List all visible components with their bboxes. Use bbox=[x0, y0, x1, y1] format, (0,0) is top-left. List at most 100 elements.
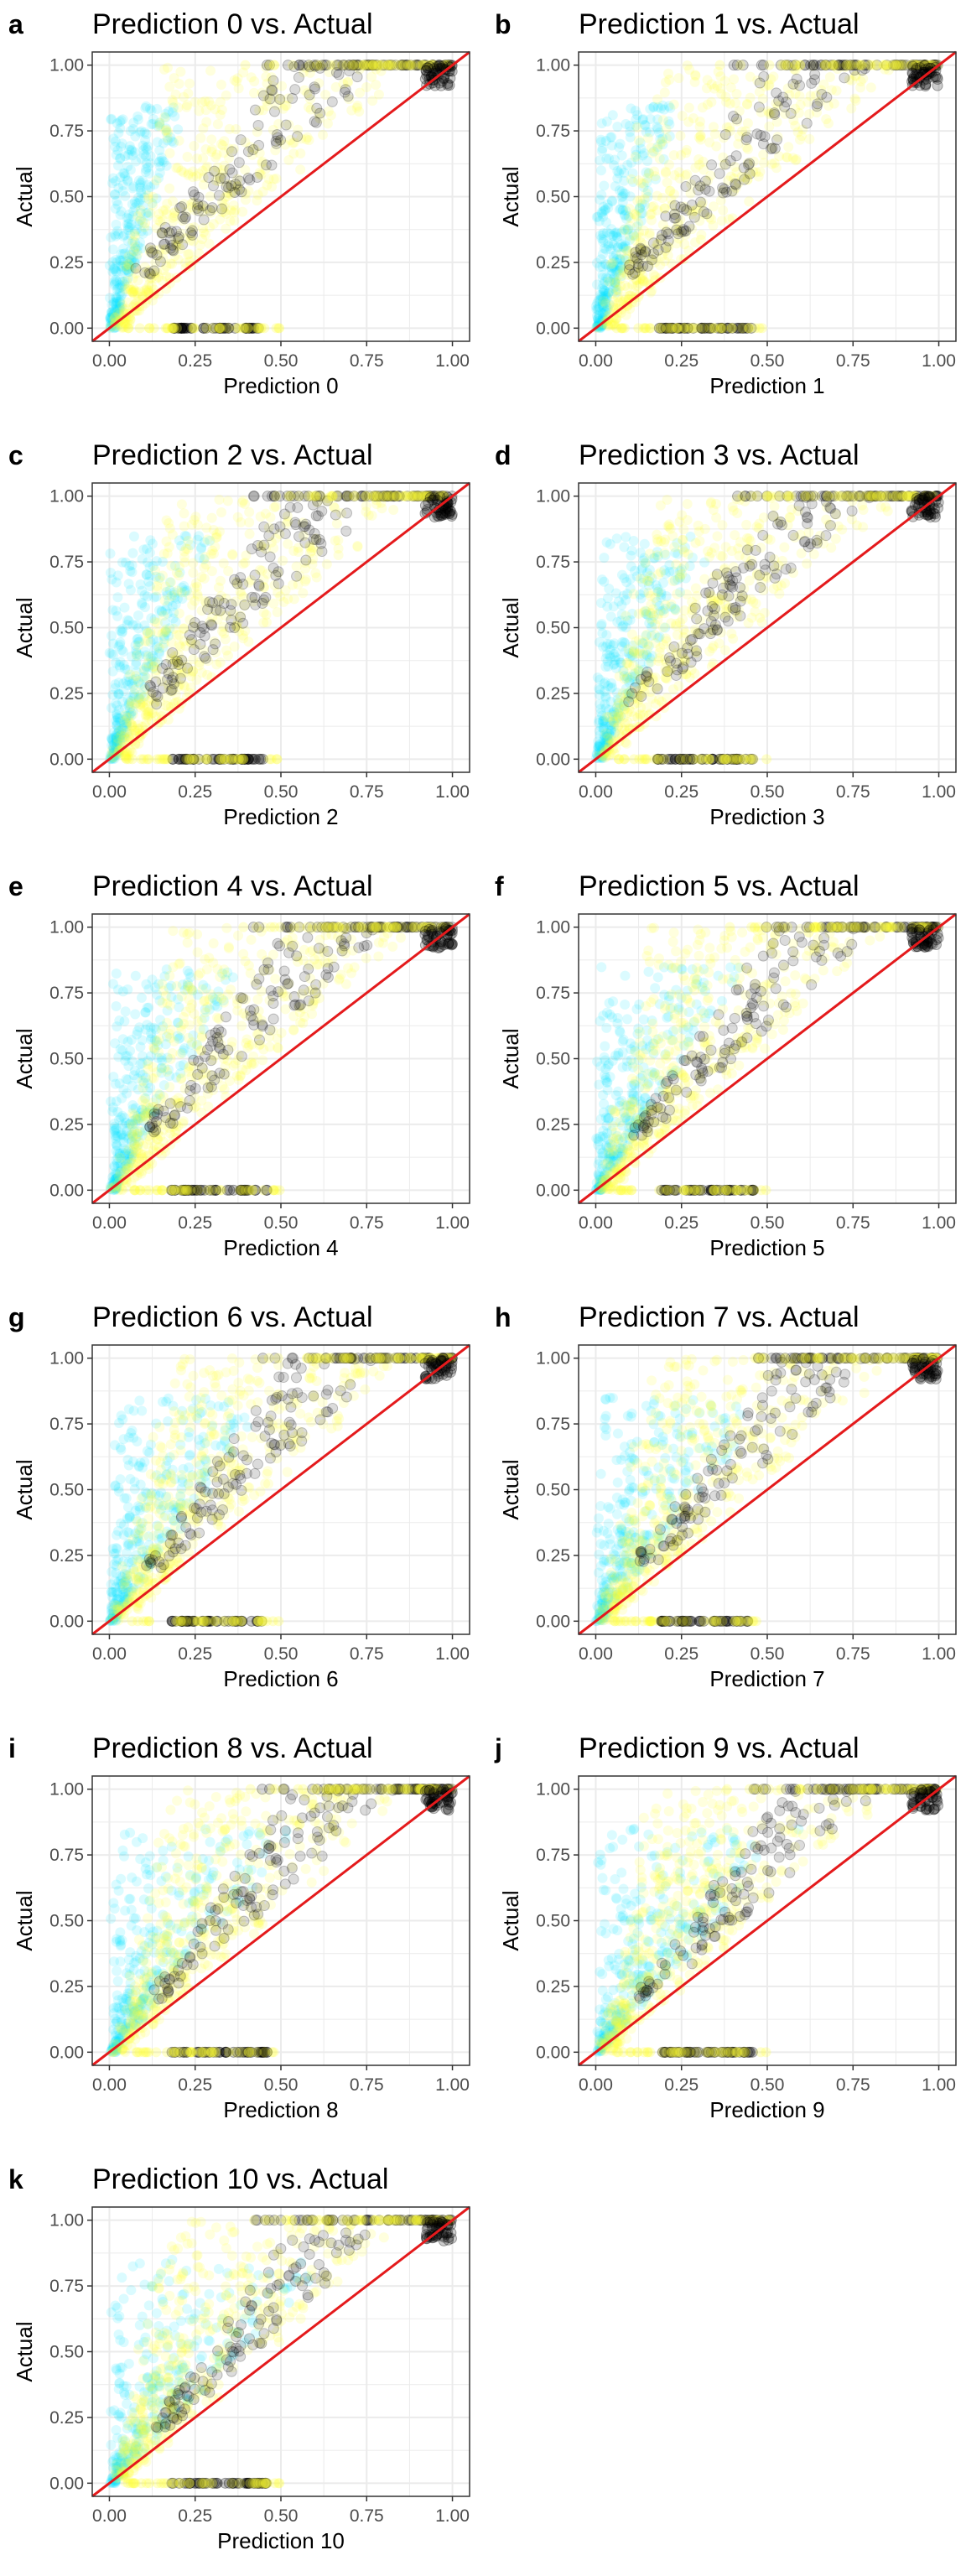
scatter-point bbox=[621, 225, 632, 236]
scatter-point bbox=[136, 153, 147, 164]
scatter-point bbox=[124, 676, 135, 687]
scatter-point bbox=[657, 193, 667, 204]
scatter-point bbox=[146, 654, 157, 665]
scatter-point bbox=[127, 287, 138, 298]
scatter-point bbox=[624, 120, 635, 131]
scatter-point bbox=[604, 287, 615, 298]
scatter-point bbox=[636, 690, 647, 702]
scatter-point bbox=[106, 232, 117, 243]
scatter-point bbox=[860, 491, 871, 501]
scatter-point bbox=[631, 266, 642, 277]
scatter-point bbox=[831, 86, 842, 96]
scatter-point bbox=[178, 623, 189, 634]
scatter-point bbox=[121, 751, 132, 762]
scatter-point bbox=[256, 169, 267, 180]
scatter-point bbox=[704, 646, 715, 657]
scatter-point bbox=[621, 243, 631, 254]
scatter-point bbox=[733, 138, 744, 149]
scatter-point bbox=[149, 614, 160, 625]
scatter-point bbox=[779, 101, 791, 112]
scatter-point bbox=[739, 174, 750, 185]
scatter-point bbox=[123, 672, 134, 683]
scatter-point bbox=[748, 596, 759, 607]
scatter-point bbox=[373, 60, 384, 70]
scatter-point bbox=[619, 175, 630, 186]
scatter-point bbox=[127, 236, 138, 247]
scatter-point bbox=[295, 164, 306, 175]
scatter-point bbox=[119, 750, 130, 761]
scatter-point bbox=[115, 298, 126, 309]
scatter-point bbox=[382, 60, 393, 70]
scatter-point bbox=[188, 197, 199, 208]
scatter-point bbox=[621, 205, 631, 216]
scatter-point bbox=[330, 502, 340, 513]
scatter-point bbox=[146, 693, 157, 704]
scatter-point bbox=[627, 279, 638, 290]
scatter-point bbox=[157, 155, 168, 166]
scatter-point bbox=[636, 143, 647, 154]
scatter-point bbox=[802, 96, 813, 107]
scatter-point bbox=[107, 689, 118, 700]
x-tick-label: 0.00 bbox=[92, 351, 127, 371]
scatter-point bbox=[117, 321, 127, 332]
scatter-point bbox=[630, 235, 641, 246]
scatter-point bbox=[144, 628, 155, 639]
scatter-point bbox=[687, 224, 698, 235]
scatter-point bbox=[865, 82, 876, 93]
scatter-point bbox=[647, 201, 657, 212]
scatter-point bbox=[301, 134, 312, 145]
scatter-point bbox=[234, 626, 245, 636]
scatter-point bbox=[601, 301, 612, 312]
scatter-point bbox=[740, 322, 751, 334]
scatter-point bbox=[277, 80, 288, 91]
scatter-point bbox=[240, 188, 251, 199]
scatter-point bbox=[805, 91, 816, 101]
scatter-point bbox=[170, 599, 181, 610]
scatter-point bbox=[630, 152, 641, 163]
scatter-point bbox=[607, 231, 618, 242]
x-tick-label: 0.25 bbox=[178, 782, 212, 802]
scatter-point bbox=[311, 572, 322, 583]
scatter-point bbox=[143, 557, 153, 568]
scatter-point bbox=[257, 186, 268, 197]
scatter-point bbox=[364, 60, 375, 70]
scatter-point bbox=[118, 678, 129, 689]
scatter-point bbox=[354, 106, 365, 117]
scatter-point bbox=[422, 62, 434, 74]
scatter-point bbox=[639, 119, 650, 130]
scatter-point bbox=[865, 60, 875, 70]
scatter-point bbox=[124, 709, 135, 720]
scatter-point bbox=[283, 119, 294, 130]
scatter-point bbox=[240, 322, 252, 334]
scatter-point bbox=[214, 322, 226, 334]
scatter-point bbox=[655, 139, 666, 150]
scatter-point bbox=[122, 225, 133, 236]
scatter-point bbox=[325, 491, 336, 501]
scatter-point bbox=[135, 699, 146, 709]
scatter-point bbox=[608, 230, 619, 241]
scatter-point bbox=[106, 703, 117, 714]
scatter-point bbox=[161, 124, 172, 135]
scatter-point bbox=[124, 257, 135, 268]
scatter-point bbox=[675, 572, 686, 583]
scatter-point bbox=[748, 166, 759, 177]
scatter-point bbox=[637, 260, 649, 272]
scatter-point bbox=[121, 676, 132, 687]
scatter-point bbox=[333, 549, 344, 560]
scatter-point bbox=[716, 322, 728, 334]
scatter-point bbox=[605, 652, 616, 663]
scatter-point bbox=[260, 597, 271, 608]
scatter-point bbox=[654, 647, 665, 658]
scatter-point bbox=[688, 205, 699, 216]
scatter-point bbox=[744, 158, 756, 169]
scatter-point bbox=[309, 60, 320, 71]
scatter-point bbox=[768, 560, 780, 572]
scatter-point bbox=[299, 491, 310, 502]
scatter-point bbox=[267, 562, 279, 574]
scatter-point bbox=[153, 121, 164, 132]
scatter-point bbox=[691, 613, 703, 625]
scatter-point bbox=[333, 543, 344, 554]
scatter-point bbox=[231, 124, 242, 135]
y-tick-label: 0.75 bbox=[536, 553, 570, 572]
